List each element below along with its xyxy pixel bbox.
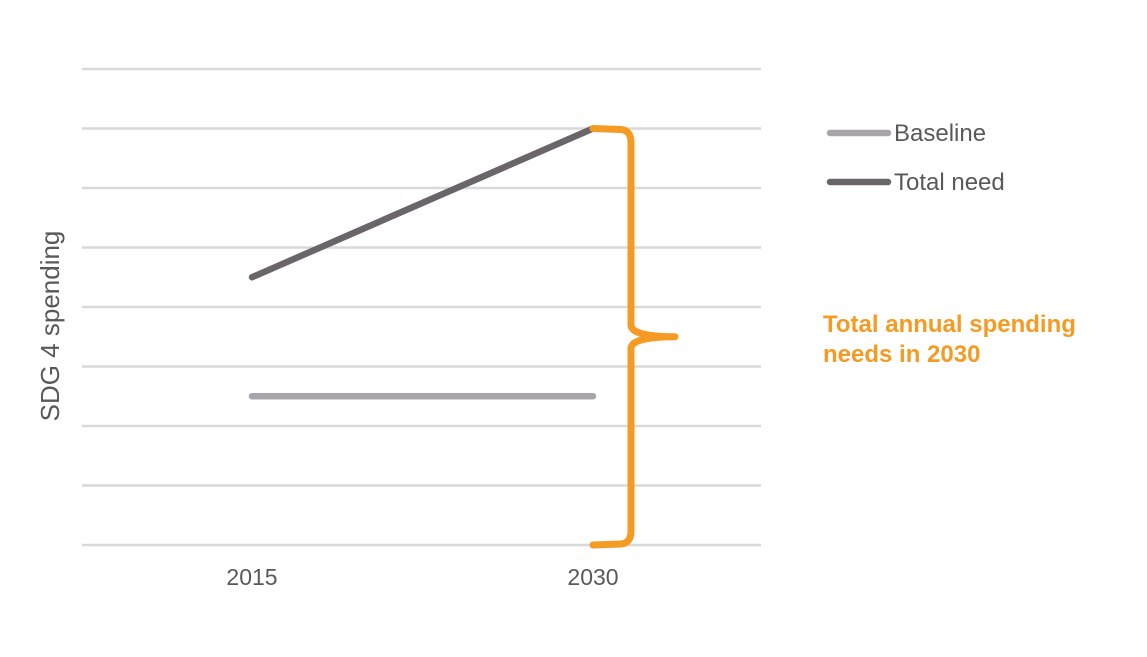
- legend-label: Total need: [894, 169, 1005, 196]
- x-tick-label: 2015: [226, 564, 277, 590]
- y-axis-label: SDG 4 spending: [35, 231, 65, 422]
- annotation-brace: [589, 125, 679, 549]
- annotation-text: Total annual spending needs in 2030: [823, 311, 1076, 368]
- x-tick-label: 2030: [567, 564, 618, 590]
- legend-label: Baseline: [894, 120, 986, 147]
- gridlines: [82, 67, 761, 547]
- legend: Baseline Total need: [826, 120, 1005, 196]
- series-line-total-need: [248, 125, 597, 281]
- series-lines: [248, 125, 597, 400]
- x-axis-ticks: 2015 2030: [226, 564, 618, 590]
